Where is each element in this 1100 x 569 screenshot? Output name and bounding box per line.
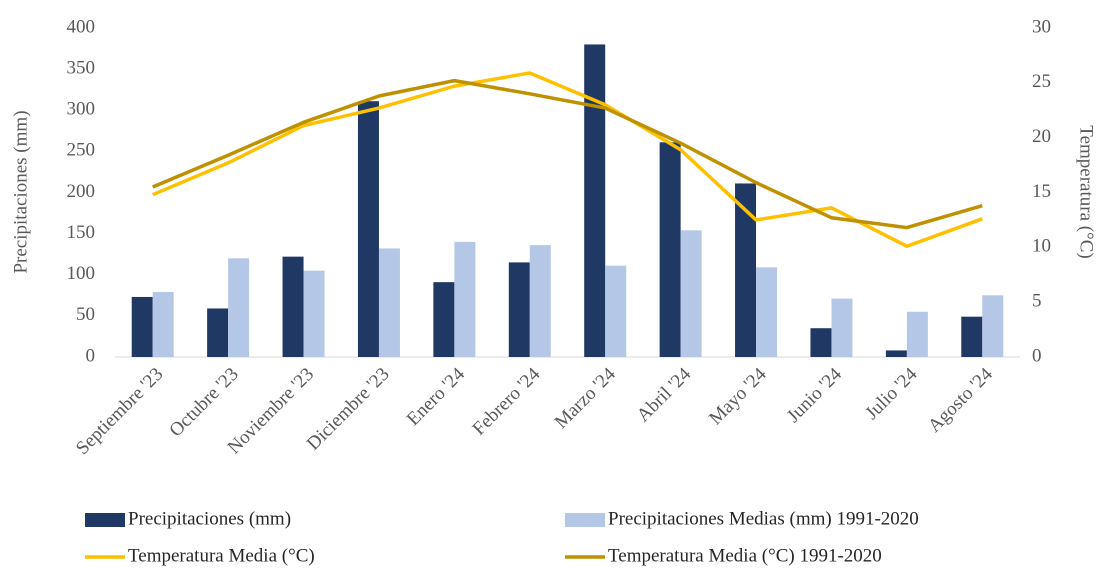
y-tick-label: 250 xyxy=(67,140,96,161)
bar xyxy=(756,267,778,357)
x-tick-label: Junio '24 xyxy=(783,363,847,427)
y-tick-label: 50 xyxy=(76,304,95,325)
y-tick-label: 200 xyxy=(67,181,96,202)
bar xyxy=(605,265,627,357)
y-tick-label: 0 xyxy=(86,345,96,366)
x-tick-label: Marzo '24 xyxy=(551,363,620,432)
bar xyxy=(357,101,379,357)
y2-tick-label: 20 xyxy=(1032,126,1051,147)
y2-tick-label: 30 xyxy=(1032,16,1051,37)
x-tick-label: Febrero '24 xyxy=(469,363,545,439)
x-tick-label: Julio '24 xyxy=(861,363,922,424)
y2-axis-title: Temperatura (°C) xyxy=(1076,125,1097,258)
x-tick-label: Octubre '23 xyxy=(165,364,242,441)
y2-tick-label: 15 xyxy=(1032,181,1051,202)
bar xyxy=(982,295,1004,357)
bar xyxy=(735,183,757,357)
y2-tick-label: 10 xyxy=(1032,236,1051,257)
legend-label: Temperatura Media (°C) xyxy=(128,545,315,566)
bar xyxy=(584,44,606,357)
y-tick-label: 400 xyxy=(67,16,96,37)
x-tick-label: Septiembre '23 xyxy=(72,364,167,459)
y2-tick-label: 25 xyxy=(1032,71,1051,92)
y2-tick-label: 0 xyxy=(1032,345,1042,366)
y-tick-label: 100 xyxy=(67,263,96,284)
bar xyxy=(906,311,928,357)
y-tick-label: 300 xyxy=(67,99,96,120)
bar xyxy=(152,292,174,357)
x-tick-label: Mayo '24 xyxy=(705,363,771,429)
bar xyxy=(378,248,400,357)
legend-swatch xyxy=(565,513,605,527)
y-tick-label: 150 xyxy=(67,222,96,243)
legend-label: Precipitaciones (mm) xyxy=(128,508,291,529)
bar xyxy=(433,282,455,357)
bar xyxy=(659,142,681,357)
bar xyxy=(885,350,907,357)
bar xyxy=(282,256,304,357)
legend-swatch xyxy=(85,513,125,527)
bar xyxy=(303,270,325,357)
line xyxy=(152,71,983,248)
bar xyxy=(131,296,153,357)
bar xyxy=(207,308,229,357)
y2-tick-label: 5 xyxy=(1032,291,1042,312)
x-tick-label: Abril '24 xyxy=(633,363,696,426)
y-tick-label: 350 xyxy=(67,57,96,78)
x-tick-label: Enero '24 xyxy=(403,363,469,429)
x-tick-label: Agosto '24 xyxy=(924,363,997,436)
bar xyxy=(831,298,853,357)
bar xyxy=(228,258,250,357)
bar xyxy=(810,328,832,357)
bar xyxy=(680,230,702,357)
bar xyxy=(961,316,983,357)
legend-label: Temperatura Media (°C) 1991-2020 xyxy=(608,545,882,566)
y-axis-title: Precipitaciones (mm) xyxy=(10,110,31,273)
bar xyxy=(529,245,551,357)
legend-label: Precipitaciones Medias (mm) 1991-2020 xyxy=(608,508,919,529)
bar xyxy=(454,241,476,357)
line xyxy=(152,78,983,230)
bar xyxy=(508,262,530,357)
